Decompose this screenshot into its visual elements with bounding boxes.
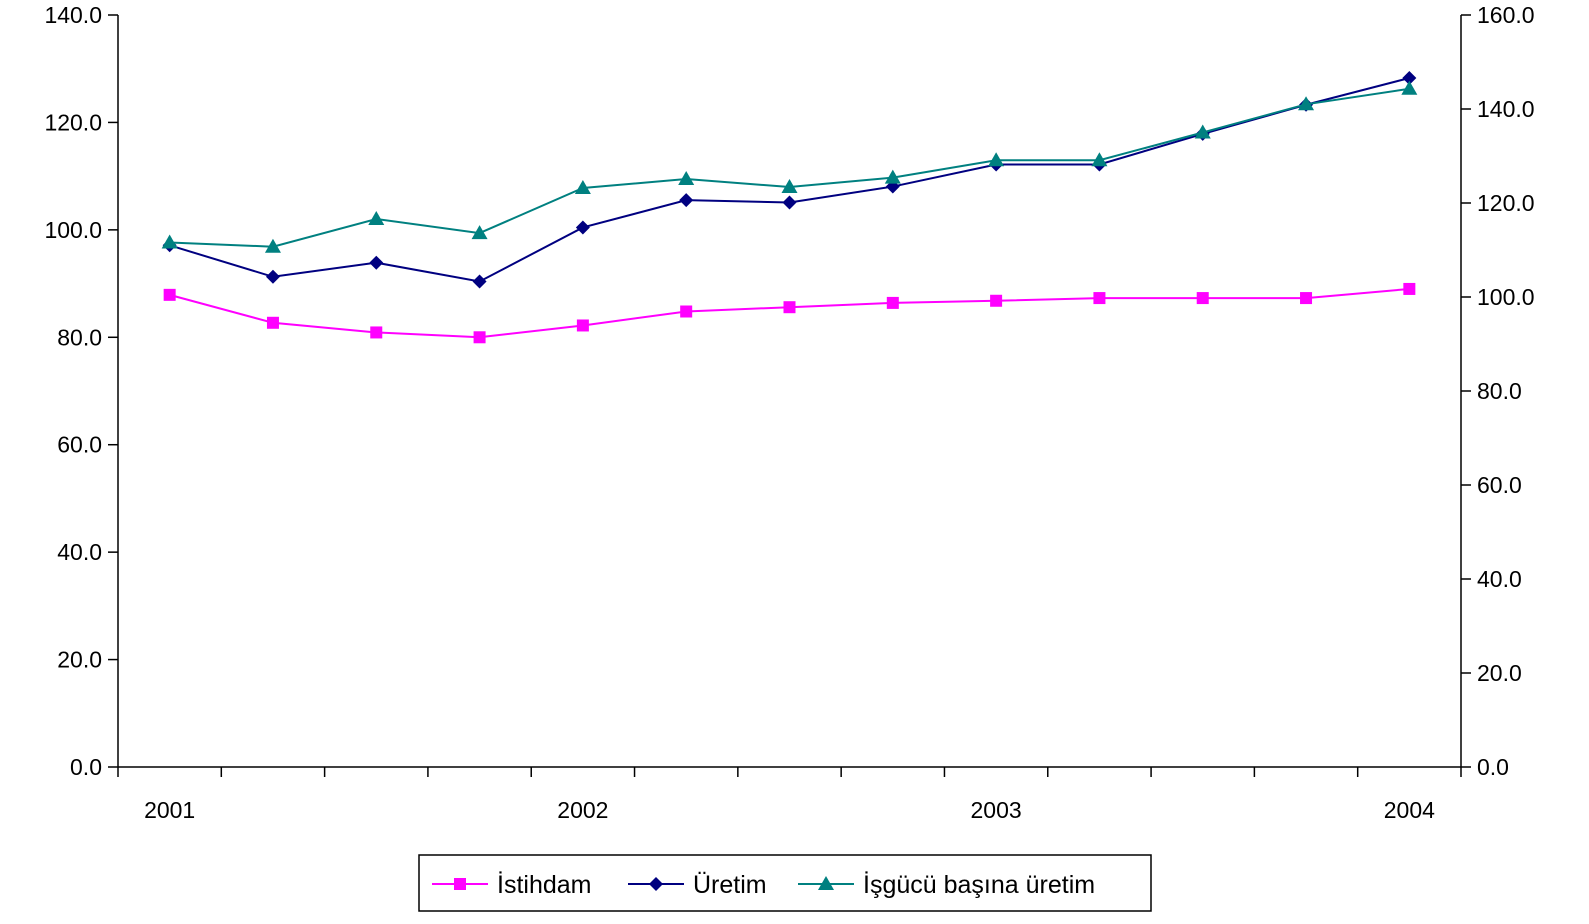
- right-y-tick-label: 80.0: [1477, 378, 1522, 404]
- legend-label: İşgücü başına üretim: [863, 870, 1095, 899]
- left-y-tick-label: 80.0: [57, 324, 102, 350]
- series-line: [169, 87, 1410, 248]
- legend-item: İşgücü başına üretim: [798, 870, 1095, 899]
- data-point: [1093, 292, 1106, 305]
- data-point: [1403, 282, 1416, 295]
- left-y-tick-label: 100.0: [44, 217, 102, 243]
- right-y-tick-label: 100.0: [1477, 284, 1535, 310]
- right-y-tick-label: 60.0: [1477, 472, 1522, 498]
- x-tick-label: 2004: [1384, 797, 1435, 823]
- data-point: [678, 171, 695, 186]
- data-point: [886, 296, 899, 309]
- data-point: [783, 301, 796, 314]
- data-point: [574, 179, 591, 194]
- data-point: [1194, 124, 1211, 139]
- left-y-tick-label: 60.0: [57, 432, 102, 458]
- data-point: [368, 210, 385, 225]
- data-point: [1401, 80, 1418, 95]
- data-point: [369, 255, 384, 270]
- legend-marker: [454, 878, 466, 890]
- data-point: [1402, 70, 1417, 85]
- data-point: [264, 238, 281, 253]
- right-y-tick-label: 120.0: [1477, 190, 1535, 216]
- left-y-tick-label: 140.0: [44, 2, 102, 28]
- data-point: [782, 195, 797, 210]
- data-point: [1196, 292, 1209, 305]
- legend-marker: [818, 876, 834, 890]
- x-tick-label: 2003: [971, 797, 1022, 823]
- data-point: [576, 319, 589, 332]
- right-y-tick-label: 20.0: [1477, 660, 1522, 686]
- data-point: [679, 193, 694, 208]
- data-point: [163, 288, 176, 301]
- data-point: [884, 169, 901, 184]
- legend-label: İstihdam: [497, 870, 591, 899]
- x-tick-label: 2002: [557, 797, 608, 823]
- legend: İstihdam Üretim İşgücü başına üretim: [418, 854, 1152, 912]
- left-y-tick-label: 0.0: [70, 754, 102, 780]
- x-tick-label: 2001: [144, 797, 195, 823]
- series-0: [163, 282, 1416, 344]
- data-point: [370, 326, 383, 339]
- data-point: [781, 179, 798, 194]
- legend-marker: [649, 877, 663, 891]
- right-y-tick-label: 40.0: [1477, 566, 1522, 592]
- data-point: [575, 220, 590, 235]
- right-y-tick-label: 140.0: [1477, 96, 1535, 122]
- legend-box: [418, 854, 1152, 912]
- data-point: [1300, 292, 1313, 305]
- data-point: [266, 316, 279, 329]
- left-y-tick-label: 120.0: [44, 109, 102, 135]
- data-point: [473, 331, 486, 344]
- data-point: [265, 269, 280, 284]
- legend-label: Üretim: [693, 871, 767, 899]
- right-y-tick-label: 0.0: [1477, 754, 1509, 780]
- right-y-tick-label: 160.0: [1477, 2, 1535, 28]
- data-point: [1298, 96, 1315, 111]
- data-point: [990, 294, 1003, 307]
- series-2: [161, 80, 1418, 253]
- data-point: [472, 274, 487, 289]
- data-point: [471, 225, 488, 240]
- data-point: [1091, 152, 1108, 167]
- data-point: [161, 234, 178, 249]
- data-point: [680, 305, 693, 318]
- legend-item: İstihdam: [432, 870, 591, 899]
- left-y-tick-label: 40.0: [57, 539, 102, 565]
- axes: 0.0 20.0 40.0 60.0 80.0 100.0 120.0 140.0 0.0 20.…: [44, 2, 1534, 823]
- legend-item: Üretim: [628, 871, 767, 899]
- data-point: [988, 152, 1005, 167]
- left-y-tick-label: 20.0: [57, 647, 102, 673]
